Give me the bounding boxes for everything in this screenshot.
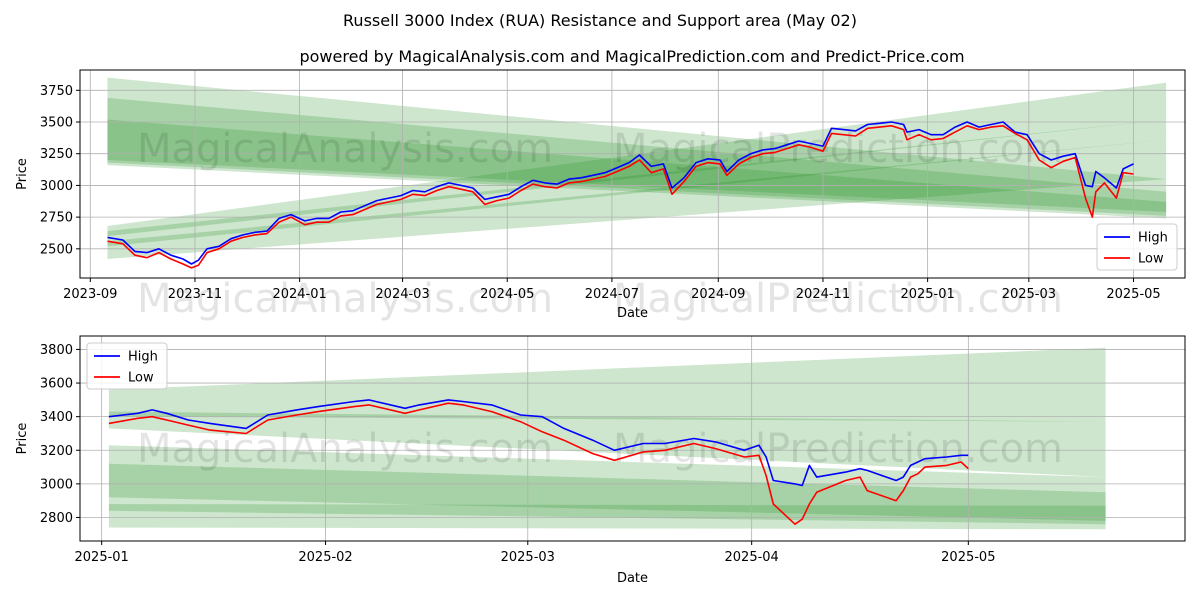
support-resistance-band-6: [107, 119, 1167, 219]
support-resistance-band-3: [108, 411, 1106, 478]
series-group: [108, 399, 969, 526]
x-tick-label: 2024-07: [585, 287, 639, 302]
support-resistance-band-3: [107, 139, 1167, 259]
support-resistance-band-2: [107, 119, 1167, 247]
axes-frame: [79, 335, 1186, 542]
x-tick-label: 2025-02: [298, 550, 352, 565]
y-tick-label: 3800: [40, 343, 73, 358]
y-tick-label: 3000: [40, 477, 73, 492]
x-tick-label: 2024-11: [796, 287, 850, 302]
series-line-low: [107, 125, 1134, 269]
support-resistance-band-5: [108, 463, 1106, 525]
legend: High Low: [1096, 223, 1178, 271]
support-resistance-band-2: [108, 396, 1106, 422]
y-tick-label: 2500: [40, 242, 73, 257]
x-tick-label: 2025-04: [725, 550, 779, 565]
x-axis-label: Date: [617, 306, 648, 321]
x-tick-label: 2025-05: [1106, 287, 1160, 302]
y-tick-label: 3750: [40, 84, 73, 99]
legend: High Low: [86, 342, 168, 390]
series-line-high: [108, 399, 969, 487]
x-tick-label: 2024-09: [691, 287, 745, 302]
y-axis-label: Price: [15, 158, 30, 190]
top-chart-panel: MagicalAnalysis.com MagicalPrediction.com…: [15, 69, 1186, 322]
x-tick-label: 2025-01: [75, 550, 129, 565]
watermark: MagicalAnalysis.com: [137, 276, 553, 322]
legend-label-low: Low: [1138, 252, 1164, 267]
y-tick-label: 3500: [40, 116, 73, 131]
support-resistance-band-6: [108, 504, 1106, 530]
legend-label-high: High: [128, 350, 158, 365]
y-axis-label: Price: [15, 423, 30, 455]
x-tick-label: 2025-03: [501, 550, 555, 565]
chart-title: Russell 3000 Index (RUA) Resistance and …: [343, 11, 857, 30]
chart-subtitle: powered by MagicalAnalysis.com and Magic…: [299, 47, 964, 66]
series-line-high: [107, 121, 1134, 265]
x-tick-label: 2024-05: [480, 287, 534, 302]
y-tick-label: 3000: [40, 179, 73, 194]
x-tick-label: 2025-01: [900, 287, 954, 302]
y-tick-label: 3400: [40, 410, 73, 425]
watermark: MagicalPrediction.com: [613, 126, 1063, 172]
x-tick-label: 2024-03: [375, 287, 429, 302]
legend-label-low: Low: [128, 371, 154, 386]
y-tick-label: 3250: [40, 147, 73, 162]
watermark: MagicalAnalysis.com: [137, 126, 553, 172]
axes-frame: [79, 69, 1186, 279]
series-group: [107, 121, 1134, 269]
support-resistance-band-4: [108, 445, 1106, 521]
x-tick-label: 2023-09: [63, 287, 117, 302]
support-resistance-band-1: [108, 347, 1106, 404]
x-tick-label: 2025-03: [1002, 287, 1056, 302]
y-tick-label: 3600: [40, 377, 73, 392]
y-tick-label: 2800: [40, 511, 73, 526]
watermark: MagicalPrediction.com: [613, 276, 1063, 322]
x-tick-label: 2023-11: [168, 287, 222, 302]
series-line-low: [108, 402, 969, 526]
watermark: MagicalPrediction.com: [613, 426, 1063, 472]
bands-group: [108, 347, 1106, 530]
x-axis-label: Date: [617, 571, 648, 586]
y-tick-label: 2750: [40, 211, 73, 226]
support-resistance-band-4: [107, 77, 1167, 213]
watermark: MagicalAnalysis.com: [137, 426, 553, 472]
y-tick-label: 3200: [40, 444, 73, 459]
x-tick-label: 2025-05: [941, 550, 995, 565]
support-resistance-band-1: [107, 82, 1167, 237]
legend-label-high: High: [1138, 231, 1168, 246]
x-tick-label: 2024-01: [272, 287, 326, 302]
bottom-chart-panel: MagicalAnalysis.com MagicalPrediction.com…: [15, 335, 1186, 586]
